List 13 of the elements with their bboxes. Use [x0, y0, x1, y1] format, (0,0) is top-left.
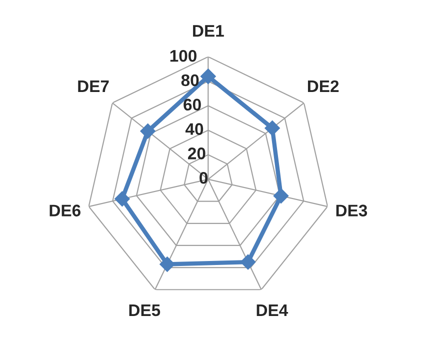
y-tick-label: 60 — [184, 98, 201, 111]
spoke-label: DE6 — [50, 204, 80, 216]
spoke-label: DE2 — [308, 80, 339, 92]
spoke-label: DE1 — [193, 25, 224, 37]
y-tick-label: 100 — [170, 50, 196, 62]
spoke-label: DE3 — [336, 204, 368, 216]
y-tick-label: 20 — [188, 148, 206, 160]
y-tick-label: 40 — [185, 123, 204, 135]
spoke-label: DE7 — [78, 80, 109, 92]
y-tick-label: 0 — [200, 172, 208, 184]
spoke-label: DE4 — [256, 304, 288, 316]
spoke-label: DE5 — [129, 304, 160, 316]
y-tick-label: 80 — [181, 74, 199, 86]
